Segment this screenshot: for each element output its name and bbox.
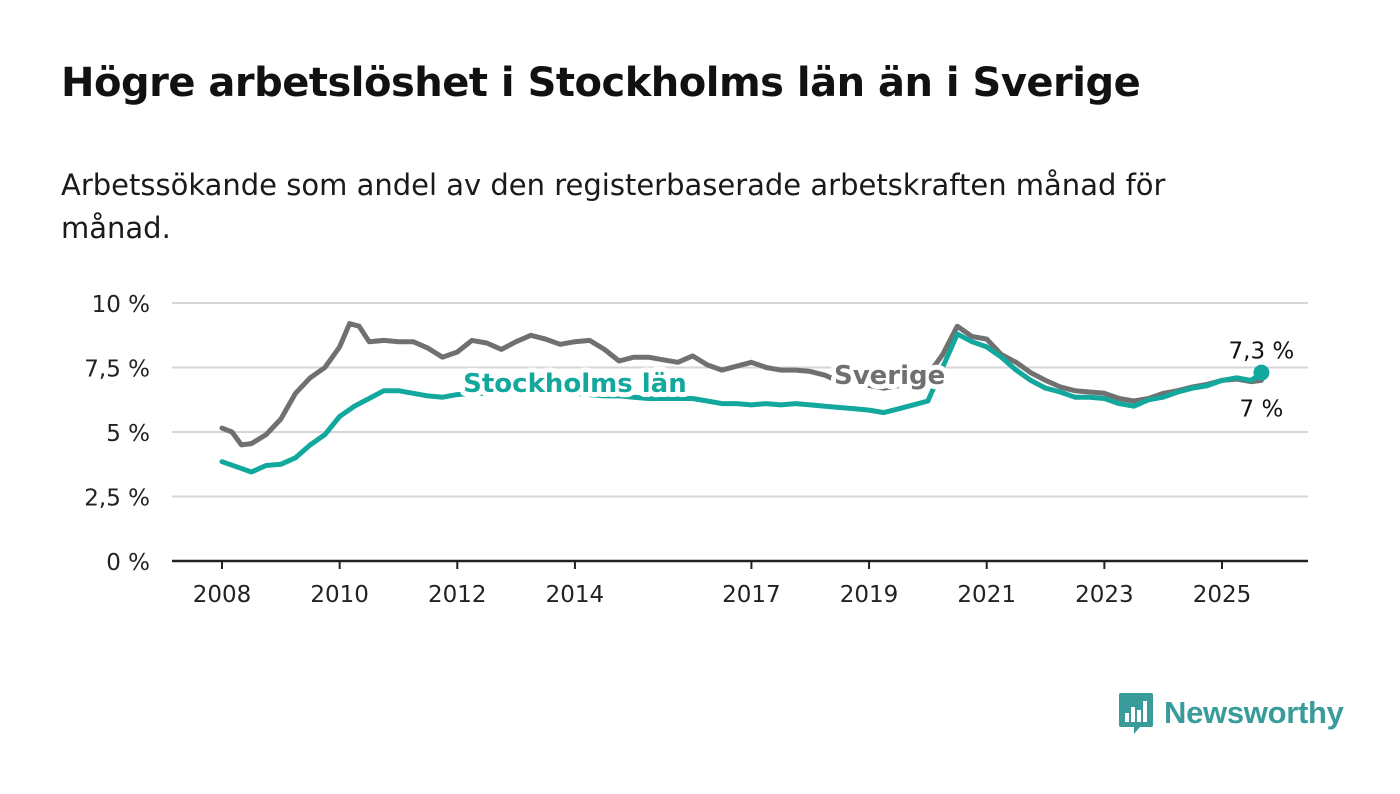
- series-label-halo: Sverige: [834, 361, 945, 391]
- y-axis-labels: 0 % 2,5 % 5 % 7,5 % 10 %: [84, 292, 150, 576]
- y-tick-label: 5 %: [106, 421, 150, 447]
- x-tick-label: 2019: [840, 582, 899, 608]
- y-tick-label: 2,5 %: [84, 486, 150, 512]
- x-tick-label: 2017: [722, 582, 781, 608]
- series-line-stockholms-lan: [219, 331, 1264, 475]
- y-tick-label: 10 %: [92, 292, 150, 318]
- x-tick-label: 2010: [310, 582, 369, 608]
- series-lines: [219, 321, 1270, 475]
- series-label-halo: Stockholms län: [463, 369, 687, 399]
- x-axis: 2008 2010 2012 2014 2017 2019 2021 2023 2025: [172, 559, 1308, 608]
- y-tick-label: 0 %: [106, 550, 150, 576]
- series-label: Sverige: [834, 361, 945, 391]
- x-tick-label: 2023: [1075, 582, 1134, 608]
- brand-name: Newsworthy: [1164, 695, 1344, 730]
- newsworthy-logo: Newsworthy: [1118, 690, 1344, 736]
- chart-title: Högre arbetslöshet i Stockholms län än i…: [61, 60, 1141, 106]
- series-line-sverige: [219, 321, 1264, 448]
- x-tick-label: 2012: [428, 582, 487, 608]
- chart-subtitle: Arbetssökande som andel av den registerb…: [61, 168, 1166, 245]
- x-tick-label: 2025: [1193, 582, 1252, 608]
- y-tick-label: 7,5 %: [84, 357, 150, 383]
- bar-chart-speech-bubble-icon: [1119, 693, 1153, 734]
- series-label: Stockholms län: [463, 369, 687, 399]
- series-endpoint-stockholms-lan: [1253, 364, 1270, 381]
- end-value-label-stockholms-lan: 7,3 %: [1229, 339, 1295, 365]
- x-tick-label: 2021: [957, 582, 1016, 608]
- x-tick-label: 2008: [193, 582, 252, 608]
- end-value-label-sverige: 7 %: [1240, 396, 1284, 422]
- x-tick-label: 2014: [546, 582, 605, 608]
